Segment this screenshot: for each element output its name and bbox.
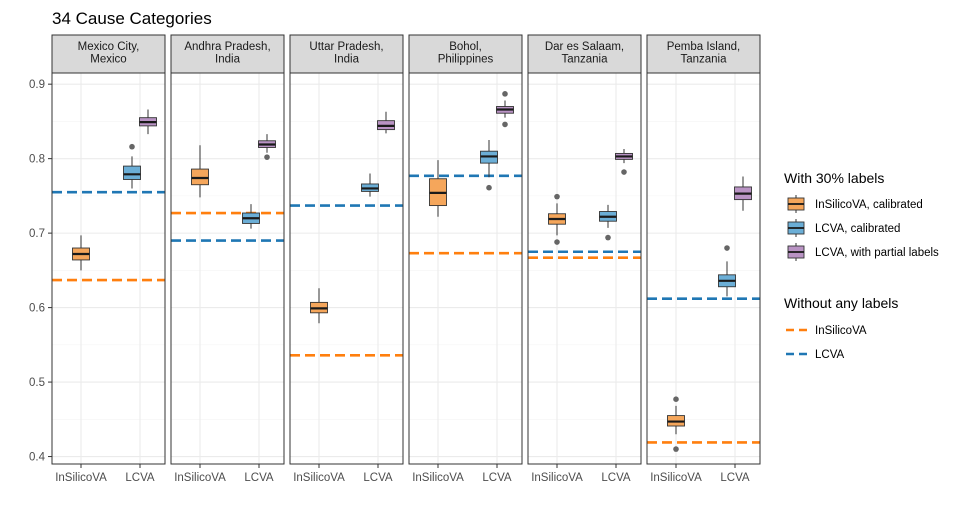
outlier-point bbox=[554, 193, 560, 200]
legend-item-label: InSilicoVA bbox=[815, 325, 867, 337]
boxplot-insilico_calibrated bbox=[548, 193, 566, 245]
outlier-point bbox=[621, 169, 627, 175]
facet-strip-label: Andhra Pradesh, bbox=[184, 41, 270, 53]
panel-border bbox=[646, 72, 761, 465]
y-tick-label: 0.7 bbox=[29, 228, 45, 240]
boxplot-lcva_partial bbox=[734, 176, 752, 211]
facet-strip bbox=[289, 34, 404, 74]
panel-background bbox=[528, 73, 641, 464]
facet-panel: Bohol,Philippines InSilicoVA LCVA bbox=[408, 34, 523, 484]
x-tick-label: InSilicoVA bbox=[650, 472, 702, 484]
y-axis: 0.4 0.5 0.6 0.7 0.8 0.9 bbox=[29, 79, 52, 464]
legend-item-label: LCVA, with partial labels bbox=[815, 247, 939, 259]
panel-border bbox=[170, 72, 285, 465]
panel-border bbox=[51, 72, 166, 465]
outlier-point bbox=[673, 446, 679, 452]
x-tick-label: LCVA bbox=[482, 472, 512, 484]
x-tick-label: LCVA bbox=[363, 472, 393, 484]
boxplot-lcva_partial bbox=[258, 134, 276, 160]
x-tick-label: LCVA bbox=[244, 472, 274, 484]
facet-strip bbox=[408, 34, 523, 74]
legend-item-label: InSilicoVA, calibrated bbox=[815, 199, 923, 211]
y-tick-label: 0.9 bbox=[29, 79, 45, 91]
boxplot-lcva_calibrated bbox=[123, 143, 141, 189]
outlier-point bbox=[554, 239, 560, 245]
boxplot-lcva_calibrated bbox=[242, 204, 260, 229]
facet-strip-label: Uttar Pradesh, bbox=[309, 41, 383, 53]
legend-item-label: LCVA, calibrated bbox=[815, 223, 900, 235]
boxplot-insilico_calibrated bbox=[429, 160, 447, 217]
outlier-point bbox=[486, 184, 492, 191]
chart-title: 34 Cause Categories bbox=[52, 9, 212, 28]
outlier-point bbox=[605, 234, 611, 241]
outlier-point bbox=[502, 91, 508, 97]
outlier-point bbox=[264, 154, 270, 160]
facet-panel: Pemba Island,Tanzania InSilicoVA LCVA bbox=[646, 34, 761, 484]
panel-background bbox=[171, 73, 284, 464]
boxplot-lcva_calibrated bbox=[361, 173, 379, 197]
boxplot-lcva_partial bbox=[615, 148, 633, 175]
boxplot-lcva_partial bbox=[139, 109, 157, 135]
facet-strip-label: Philippines bbox=[438, 54, 494, 66]
legend: With 30% labels InSilicoVA, calibrated LCV… bbox=[784, 170, 939, 361]
facet-strip-label: Dar es Salaam, bbox=[545, 41, 624, 53]
boxplot-insilico_calibrated bbox=[191, 145, 209, 198]
x-tick-label: InSilicoVA bbox=[531, 472, 583, 484]
box-iqr bbox=[191, 168, 209, 186]
facet-strip-label: India bbox=[334, 54, 360, 66]
facet-strip bbox=[646, 34, 761, 74]
facet-strip-label: Mexico bbox=[90, 54, 126, 66]
panel-border bbox=[408, 72, 523, 465]
panel-background bbox=[409, 73, 522, 464]
boxplot-insilico_calibrated bbox=[667, 396, 685, 452]
panel-background bbox=[290, 73, 403, 464]
x-tick-label: LCVA bbox=[720, 472, 750, 484]
panel-background bbox=[52, 73, 165, 464]
facet-panel: Andhra Pradesh,India InSilicoVA LCVA bbox=[170, 34, 285, 484]
x-tick-label: InSilicoVA bbox=[293, 472, 345, 484]
y-tick-label: 0.4 bbox=[29, 452, 46, 464]
facet-strip-label: Pemba Island, bbox=[667, 41, 741, 53]
boxplot-lcva_partial bbox=[496, 91, 514, 128]
box-iqr bbox=[123, 165, 141, 180]
facet-strip-label: Tanzania bbox=[680, 54, 727, 66]
x-tick-label: InSilicoVA bbox=[174, 472, 226, 484]
y-tick-label: 0.5 bbox=[29, 377, 45, 389]
boxplot-lcva_calibrated bbox=[480, 140, 498, 191]
legend-title-with-labels: With 30% labels bbox=[784, 170, 884, 186]
panel-background bbox=[647, 73, 760, 464]
outlier-point bbox=[129, 143, 135, 150]
boxplot-lcva_calibrated bbox=[718, 245, 736, 297]
legend-title-without-labels: Without any labels bbox=[784, 295, 898, 311]
boxplot-lcva_partial bbox=[377, 111, 395, 134]
x-tick-label: LCVA bbox=[125, 472, 155, 484]
outlier-point bbox=[673, 396, 679, 403]
panel-border bbox=[527, 72, 642, 465]
x-tick-label: InSilicoVA bbox=[412, 472, 464, 484]
facet-strip bbox=[527, 34, 642, 74]
outlier-point bbox=[724, 245, 730, 251]
boxplot-lcva_calibrated bbox=[599, 204, 617, 241]
facet-panel: Uttar Pradesh,India InSilicoVA LCVA bbox=[289, 34, 404, 484]
facet-strip-label: Tanzania bbox=[561, 54, 608, 66]
facet-panel: Dar es Salaam,Tanzania InSilicoVA LCVA bbox=[527, 34, 642, 484]
boxplot-insilico_calibrated bbox=[310, 288, 328, 324]
y-tick-label: 0.6 bbox=[29, 303, 45, 315]
facet-strip-label: Mexico City, bbox=[78, 41, 140, 53]
panel-border bbox=[289, 72, 404, 465]
legend-item-label: LCVA bbox=[815, 349, 845, 361]
facet-panel: Mexico City,Mexico InSilicoVA LCVA bbox=[51, 34, 166, 484]
x-tick-label: InSilicoVA bbox=[55, 472, 107, 484]
boxplot-insilico_calibrated bbox=[72, 235, 90, 271]
y-tick-label: 0.8 bbox=[29, 154, 45, 166]
x-tick-label: LCVA bbox=[601, 472, 631, 484]
outlier-point bbox=[502, 121, 508, 128]
facet-strip-label: Bohol, bbox=[449, 41, 482, 53]
facet-strip-label: India bbox=[215, 54, 241, 66]
